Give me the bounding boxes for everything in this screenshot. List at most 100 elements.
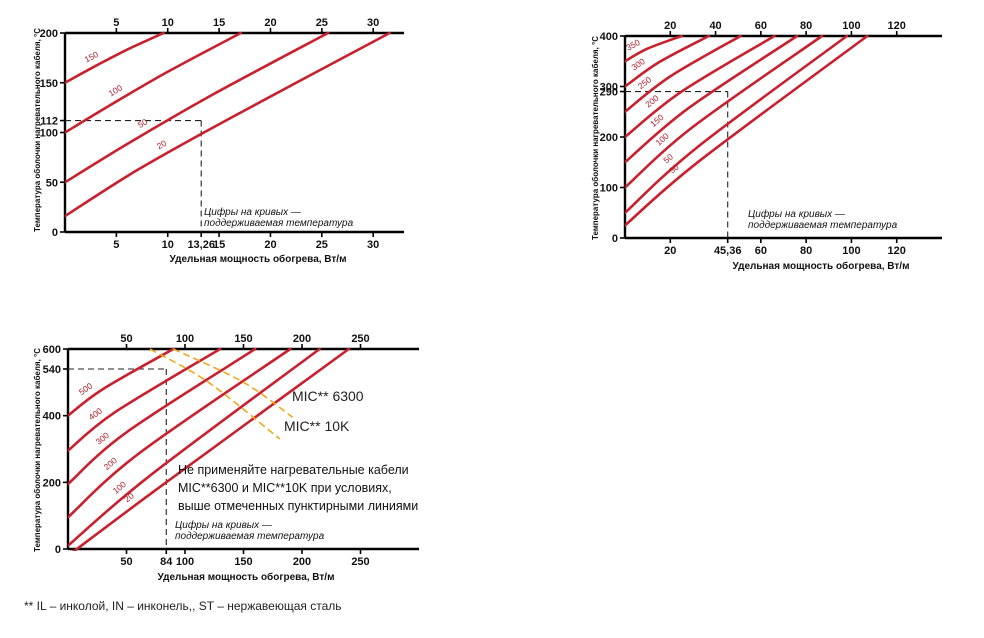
x-tick-label-top: 30 bbox=[367, 17, 379, 29]
note-line-2: поддерживаемая температура bbox=[748, 220, 898, 231]
y-tick-label: 0 bbox=[55, 544, 61, 556]
x-tick-label-top: 5 bbox=[113, 17, 119, 29]
series-label: 50 bbox=[136, 116, 149, 130]
y-tick-label: 290 bbox=[600, 87, 618, 99]
x-tick-label-bottom: 120 bbox=[888, 245, 906, 257]
series-label: 350 bbox=[624, 37, 641, 53]
series-label: 20 bbox=[155, 138, 168, 151]
x-tick-label-bottom: 15 bbox=[213, 239, 225, 251]
x-tick-label-top: 15 bbox=[213, 17, 225, 29]
x-tick-label-bottom: 5 bbox=[113, 239, 119, 251]
limit-curve bbox=[172, 348, 294, 418]
note-line-2: поддерживаемая температура bbox=[175, 531, 325, 542]
y-tick-label: 200 bbox=[43, 477, 61, 489]
x-tick-label-bottom: 84 bbox=[160, 556, 173, 568]
series-curve-250 bbox=[625, 34, 742, 114]
series-curve-500 bbox=[68, 347, 175, 417]
x-tick-label-top: 100 bbox=[842, 20, 860, 32]
y-tick-label: 600 bbox=[43, 344, 61, 356]
series-curve-30 bbox=[625, 34, 869, 227]
x-tick-label-bottom: 10 bbox=[162, 239, 174, 251]
x-tick-label-bottom: 13,26 bbox=[187, 239, 215, 251]
series-label: 300 bbox=[94, 430, 112, 447]
x-axis-label: Удельная мощность обогрева, Вт/м bbox=[733, 260, 910, 272]
x-axis-label: Удельная мощность обогрева, Вт/м bbox=[170, 253, 347, 265]
series-curve-400 bbox=[68, 347, 222, 452]
warning-text: MIC**6300 и MIC**10K при условиях, bbox=[178, 481, 392, 495]
y-tick-label: 0 bbox=[52, 227, 58, 239]
note-line-2: поддерживаемая температура bbox=[204, 218, 354, 229]
y-tick-label: 150 bbox=[40, 78, 58, 90]
x-tick-label-bottom: 100 bbox=[176, 556, 194, 568]
x-tick-label-bottom: 30 bbox=[367, 239, 379, 251]
limit-label: MIC** 6300 bbox=[292, 388, 364, 404]
x-tick-label-top: 50 bbox=[120, 333, 132, 345]
series-curve-20 bbox=[65, 31, 391, 218]
y-tick-label: 112 bbox=[40, 116, 58, 128]
x-tick-label-top: 250 bbox=[351, 333, 369, 345]
limit-label: MIC** 10K bbox=[284, 418, 350, 434]
y-tick-label: 200 bbox=[600, 132, 618, 144]
x-tick-label-bottom: 50 bbox=[120, 556, 132, 568]
x-tick-label-top: 120 bbox=[888, 20, 906, 32]
x-tick-label-top: 100 bbox=[176, 333, 194, 345]
y-tick-label: 50 bbox=[46, 177, 58, 189]
x-tick-label-bottom: 100 bbox=[842, 245, 860, 257]
x-tick-label-bottom: 80 bbox=[800, 245, 812, 257]
series-curve-200 bbox=[625, 34, 776, 139]
series-label: 150 bbox=[83, 49, 100, 65]
limit-curve bbox=[149, 348, 281, 440]
y-tick-label: 100 bbox=[40, 128, 58, 140]
series-curve-100 bbox=[65, 31, 242, 134]
series-group bbox=[625, 34, 869, 227]
note-line-1: Цифры на кривых — bbox=[748, 208, 846, 220]
x-tick-label-top: 25 bbox=[316, 17, 328, 29]
x-tick-label-bottom: 25 bbox=[316, 239, 328, 251]
x-tick-label-bottom: 60 bbox=[755, 245, 767, 257]
x-tick-label-bottom: 20 bbox=[664, 245, 676, 257]
series-label: 400 bbox=[87, 405, 105, 422]
y-tick-label: 100 bbox=[600, 183, 618, 195]
x-tick-label-top: 10 bbox=[162, 17, 174, 29]
series-label: 20 bbox=[122, 490, 136, 504]
y-tick-label: 200 bbox=[40, 28, 58, 40]
note-line-1: Цифры на кривых — bbox=[175, 519, 273, 531]
note-line-1: Цифры на кривых — bbox=[204, 206, 302, 218]
series-group bbox=[68, 347, 351, 551]
series-curve-20 bbox=[72, 347, 351, 551]
y-axis-label: Температура оболочки нагревательного каб… bbox=[591, 36, 600, 240]
y-tick-label: 540 bbox=[43, 364, 61, 376]
x-tick-label-top: 60 bbox=[755, 20, 767, 32]
series-curve-50 bbox=[65, 31, 330, 184]
series-curve-350 bbox=[625, 34, 683, 63]
x-tick-label-bottom: 20 bbox=[264, 239, 276, 251]
warning-text: Не применяйте нагревательные кабели bbox=[178, 463, 409, 477]
series-curve-150 bbox=[625, 34, 799, 164]
warning-text: выше отмеченных пунктирными линиями bbox=[178, 499, 418, 513]
x-tick-label-top: 80 bbox=[800, 20, 812, 32]
series-curve-100 bbox=[625, 34, 824, 189]
y-tick-label: 300 bbox=[600, 82, 618, 94]
x-tick-label-bottom: 45,36 bbox=[714, 245, 742, 257]
y-tick-label: 400 bbox=[43, 411, 61, 423]
series-curve-300 bbox=[625, 34, 711, 88]
series-curve-300 bbox=[68, 347, 257, 486]
y-axis-label: Температура оболочки нагревательного каб… bbox=[33, 348, 42, 552]
series-label: 500 bbox=[77, 380, 95, 397]
series-curve-200 bbox=[68, 347, 292, 519]
series-label: 200 bbox=[102, 455, 119, 472]
x-axis-label: Удельная мощность обогрева, Вт/м bbox=[158, 571, 335, 583]
x-tick-label-top: 20 bbox=[264, 17, 276, 29]
series-group bbox=[65, 31, 391, 218]
x-tick-label-bottom: 250 bbox=[351, 556, 369, 568]
series-curve-50 bbox=[625, 34, 849, 215]
x-tick-label-top: 200 bbox=[293, 333, 311, 345]
x-tick-label-top: 150 bbox=[234, 333, 252, 345]
x-tick-label-bottom: 150 bbox=[234, 556, 252, 568]
x-tick-label-top: 40 bbox=[709, 20, 721, 32]
